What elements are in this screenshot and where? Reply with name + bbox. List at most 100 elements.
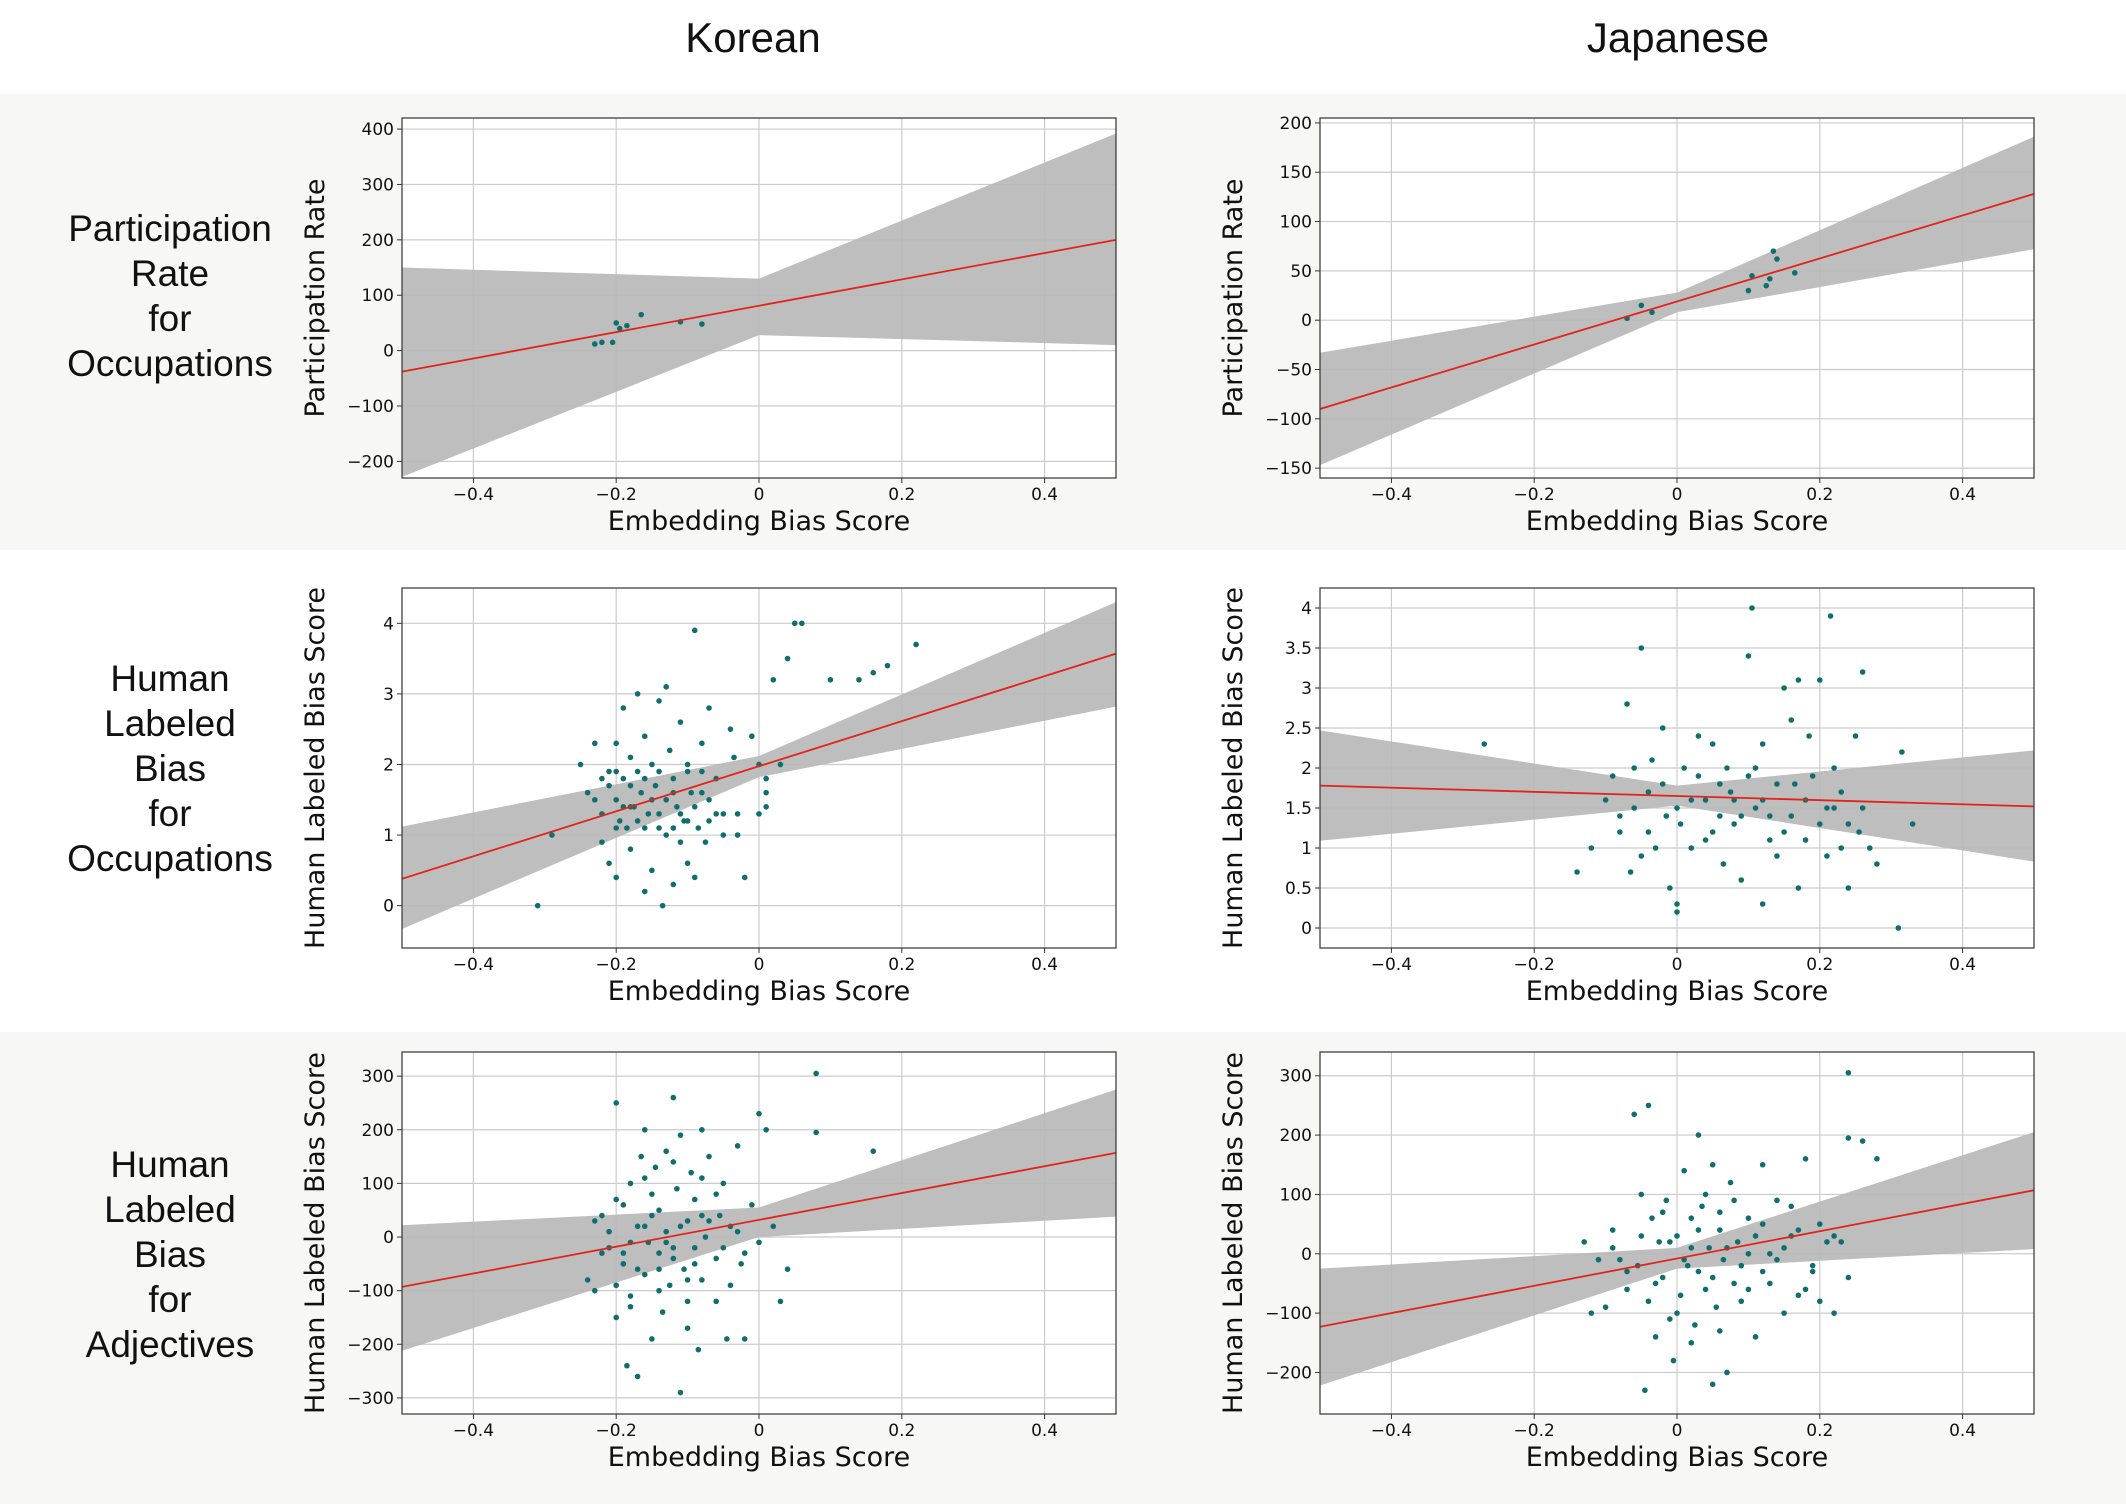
data-point (1652, 1280, 1659, 1287)
data-point (677, 1223, 684, 1230)
data-point (1767, 275, 1773, 282)
y-tick-label: −150 (1265, 459, 1312, 479)
data-point (734, 1143, 741, 1149)
data-point (763, 789, 769, 796)
data-point (699, 1212, 705, 1219)
data-point (699, 1277, 705, 1283)
x-tick-label: −0.2 (596, 485, 637, 505)
data-point (677, 811, 684, 817)
data-point (1734, 1239, 1741, 1245)
data-point (549, 832, 555, 838)
data-point (591, 1218, 598, 1224)
data-point (656, 811, 662, 817)
data-point (1720, 861, 1727, 867)
data-point (1674, 805, 1680, 811)
data-point (634, 768, 641, 775)
data-point (1609, 773, 1616, 779)
data-point (663, 684, 669, 690)
x-tick-label: −0.4 (453, 955, 494, 975)
x-tick-label: 0.2 (888, 485, 915, 505)
data-point (613, 768, 619, 775)
data-point (1717, 813, 1723, 819)
y-tick-label: −200 (347, 452, 394, 472)
data-point (699, 768, 705, 775)
data-point (699, 1126, 705, 1133)
row-header-line: Labeled (104, 1189, 236, 1230)
data-point (763, 804, 769, 810)
data-point (1645, 1102, 1652, 1109)
data-point (624, 1362, 630, 1369)
y-tick-label: 300 (362, 1067, 394, 1087)
y-tick-label: 0 (383, 1228, 394, 1248)
data-point (756, 811, 762, 817)
data-point (813, 1070, 819, 1077)
y-tick-label: 50 (1290, 262, 1312, 282)
y-tick-label: −200 (347, 1335, 394, 1355)
data-point (1831, 805, 1837, 811)
x-axis-label: Embedding Bias Score (608, 976, 911, 1007)
data-point (691, 874, 698, 881)
data-point (1702, 797, 1709, 803)
data-point (606, 860, 612, 867)
data-point (620, 1250, 627, 1256)
data-point (670, 825, 677, 831)
data-point (1695, 1227, 1702, 1233)
data-point (663, 796, 669, 803)
data-point (770, 1223, 777, 1230)
data-point (649, 761, 655, 768)
chart-korean-row-3: −0.4 −0.2 0 0.2 0.4 −300 −200 −100 0 100 200 300 Emb… (300, 1051, 1117, 1473)
data-point (1845, 1135, 1852, 1141)
regression-line (1320, 193, 2034, 410)
data-point (1874, 1156, 1880, 1162)
data-point (641, 1126, 648, 1133)
data-point (684, 860, 691, 867)
data-point (1674, 909, 1680, 915)
data-point (1717, 1227, 1723, 1233)
data-point (1695, 1132, 1702, 1138)
x-axis-label: Embedding Bias Score (1526, 1442, 1829, 1473)
y-tick-label: 3.5 (1285, 639, 1312, 659)
x-tick-label: 0 (754, 485, 765, 505)
data-point (1727, 1179, 1734, 1186)
data-point (627, 846, 634, 852)
data-point (695, 1346, 702, 1353)
data-point (1642, 1387, 1648, 1394)
data-point (663, 1239, 669, 1246)
data-point (641, 733, 648, 740)
y-tick-label: 0 (1301, 311, 1312, 331)
data-point (620, 1261, 627, 1267)
data-point (599, 1212, 605, 1219)
data-point (624, 825, 630, 831)
data-point (684, 1277, 691, 1283)
data-point (1895, 925, 1902, 931)
data-point (1638, 645, 1645, 651)
data-point (699, 789, 705, 796)
data-point (1706, 1245, 1712, 1251)
x-tick-label: 0 (1672, 485, 1683, 505)
data-point (674, 804, 680, 810)
y-tick-label: −200 (1265, 1363, 1312, 1383)
data-point (1824, 1239, 1830, 1245)
data-point (670, 881, 677, 888)
data-point (641, 775, 648, 782)
data-point (1645, 789, 1652, 795)
x-tick-label: 0.2 (888, 955, 915, 975)
data-point (699, 321, 705, 327)
data-point (1752, 765, 1759, 771)
data-point (1674, 901, 1680, 907)
data-point (691, 1244, 698, 1251)
data-point (1695, 773, 1702, 779)
data-point (1738, 877, 1745, 883)
y-tick-label: 0.5 (1285, 879, 1312, 899)
data-point (684, 761, 691, 768)
data-point (1727, 789, 1734, 795)
data-point (670, 1094, 677, 1101)
data-point (1713, 1304, 1720, 1310)
data-point (1702, 837, 1709, 843)
data-point (649, 1212, 655, 1219)
data-point (659, 1309, 666, 1315)
data-point (720, 1180, 727, 1187)
y-tick-label: 3 (1301, 679, 1312, 699)
y-tick-label: 3 (383, 685, 394, 705)
